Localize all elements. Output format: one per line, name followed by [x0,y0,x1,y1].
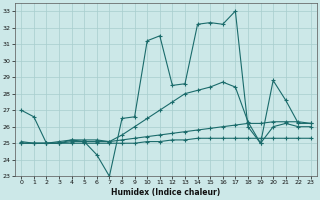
X-axis label: Humidex (Indice chaleur): Humidex (Indice chaleur) [111,188,221,197]
